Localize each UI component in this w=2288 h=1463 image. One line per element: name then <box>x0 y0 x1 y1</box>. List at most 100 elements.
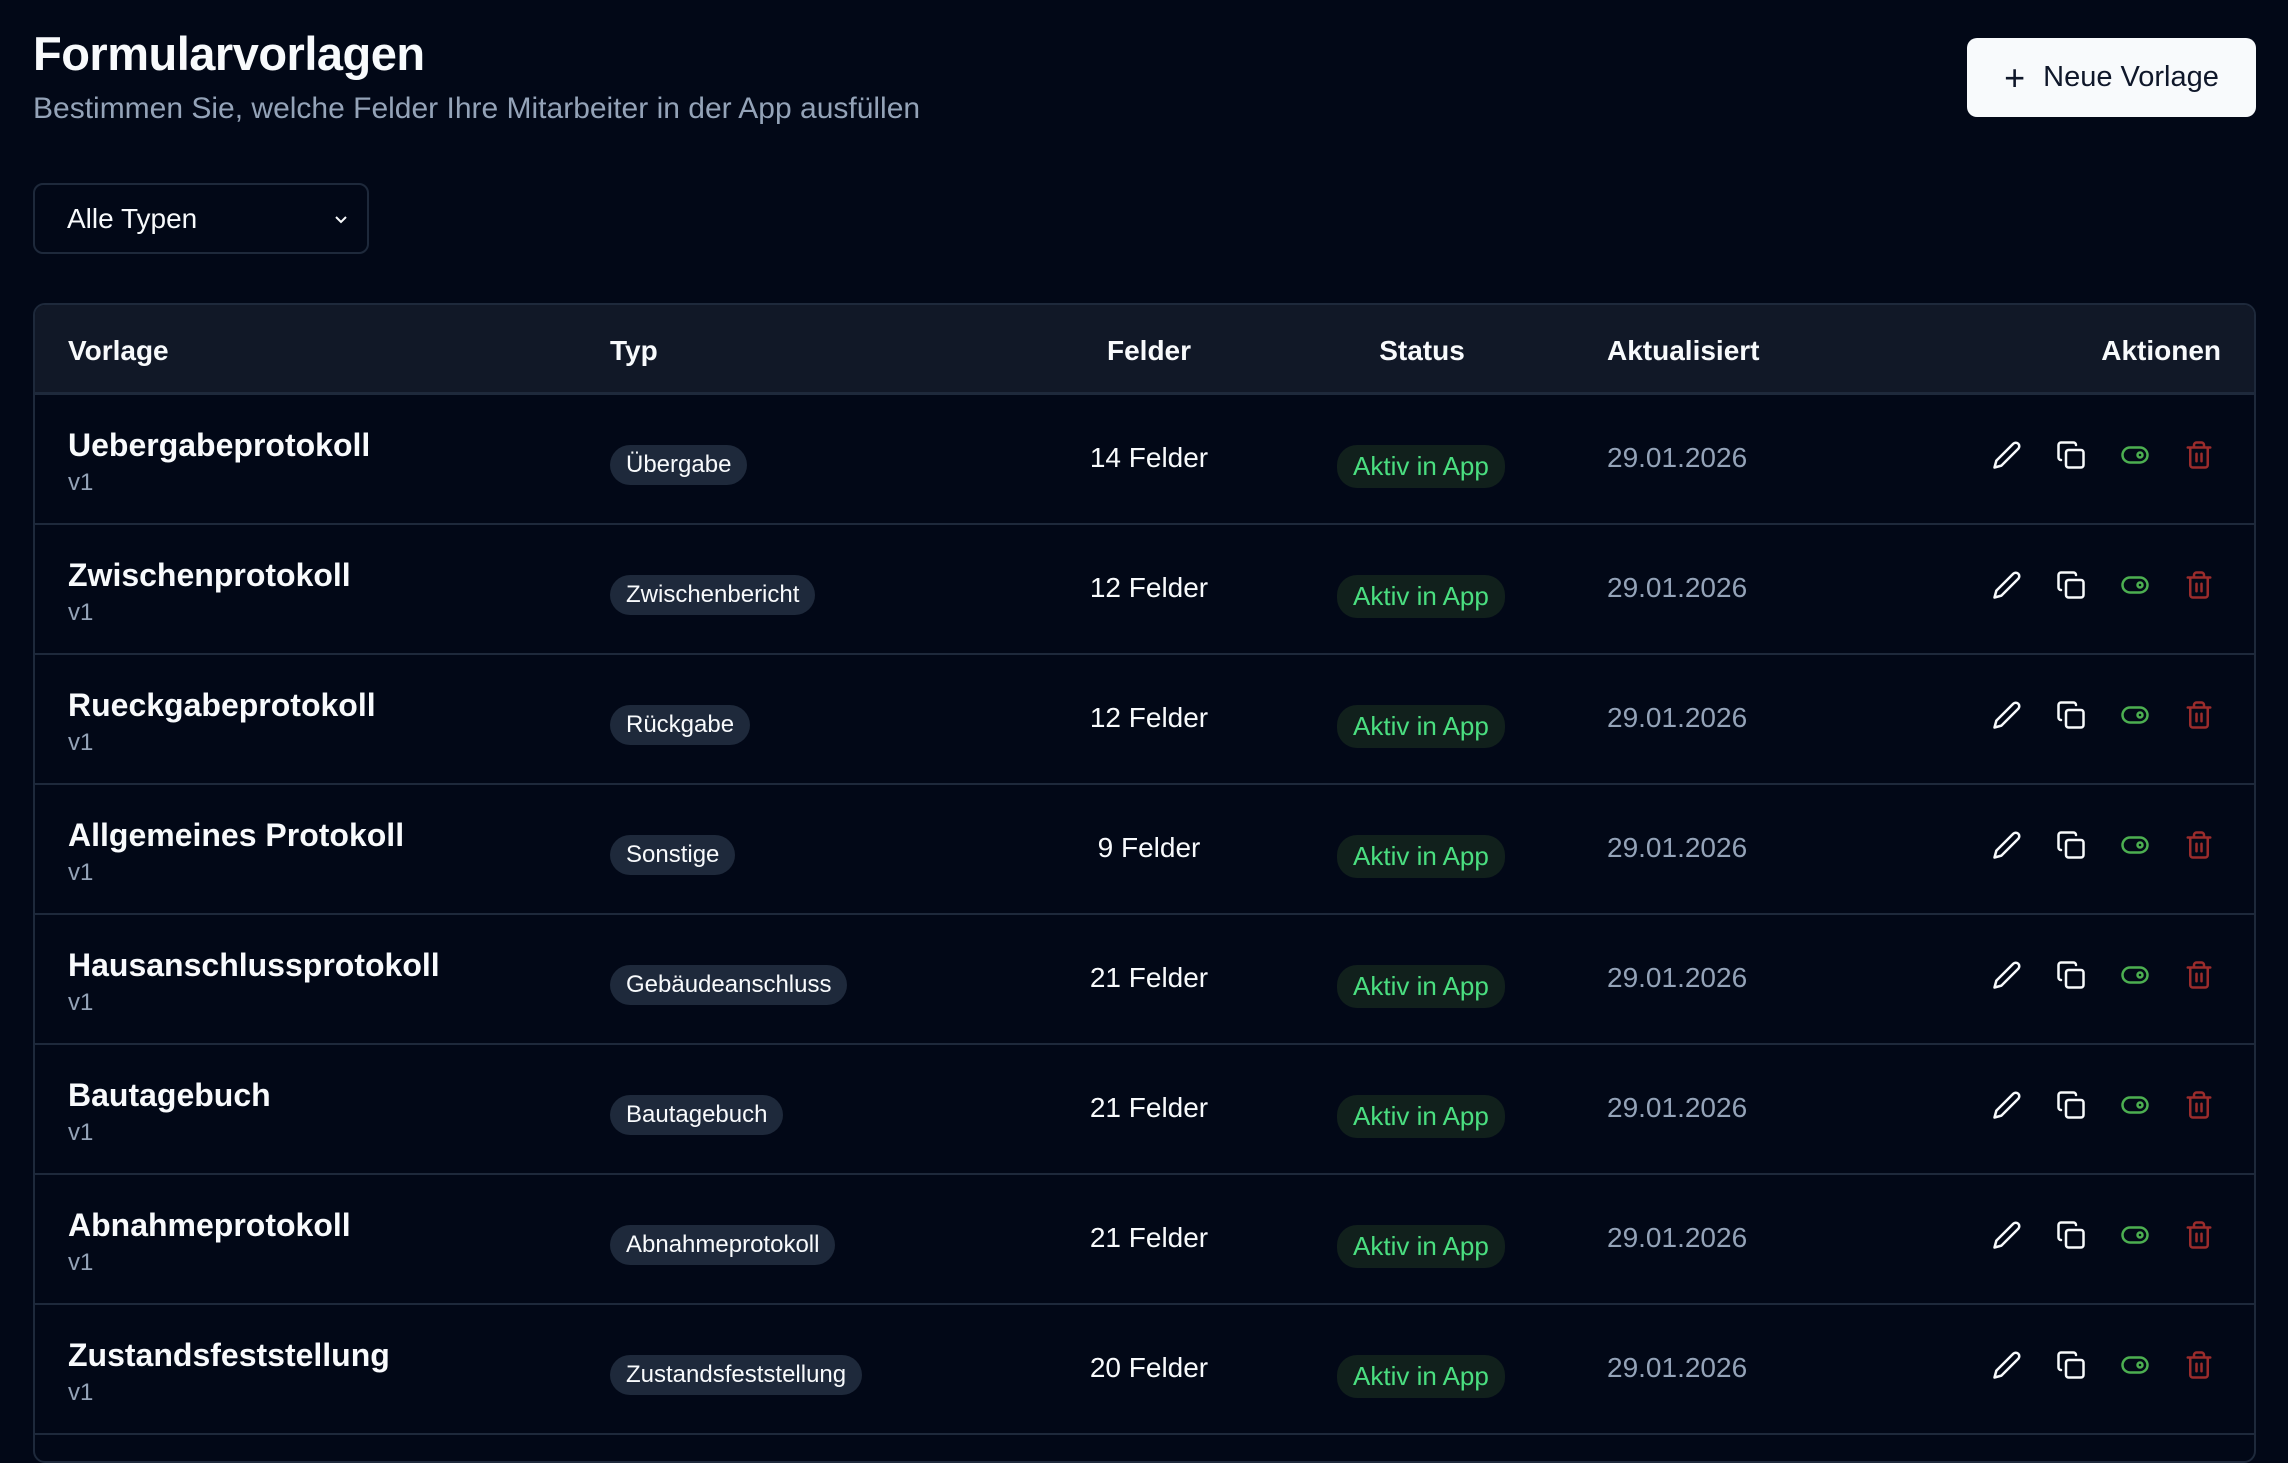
row-actions <box>1992 960 2214 990</box>
type-badge: Rückgabe <box>610 705 751 745</box>
trash-icon[interactable] <box>2184 960 2214 990</box>
trash-icon[interactable] <box>2184 830 2214 860</box>
new-template-label: Neue Vorlage <box>2043 61 2219 93</box>
updated-date: 29.01.2026 <box>1607 1222 1748 1253</box>
type-badge: Sonstige <box>610 835 736 875</box>
pencil-icon[interactable] <box>1992 570 2022 600</box>
toggle-icon[interactable] <box>2120 440 2150 470</box>
toggle-icon[interactable] <box>2120 1350 2150 1380</box>
copy-icon[interactable] <box>2056 440 2086 470</box>
pencil-icon[interactable] <box>1992 960 2022 990</box>
table-row: Rueckgabeprotokoll v1 Rückgabe 12 Felder… <box>35 655 2254 785</box>
type-badge: Zwischenbericht <box>610 575 816 615</box>
template-name[interactable]: Allgemeines Protokoll <box>68 817 405 853</box>
table-row: Uebergabeprotokoll v1 Übergabe 14 Felder… <box>35 395 2254 525</box>
column-header-aktualisiert: Aktualisiert <box>1607 335 1760 366</box>
copy-icon[interactable] <box>2056 1090 2086 1120</box>
template-name[interactable]: Hausanschlussprotokoll <box>68 947 440 983</box>
row-actions <box>1992 1220 2214 1250</box>
templates-table: Vorlage Typ Felder Status Aktualisiert A… <box>33 303 2256 1463</box>
status-badge: Aktiv in App <box>1337 965 1505 1008</box>
pencil-icon[interactable] <box>1992 830 2022 860</box>
trash-icon[interactable] <box>2184 440 2214 470</box>
column-header-felder: Felder <box>1106 335 1192 366</box>
trash-icon[interactable] <box>2184 1090 2214 1120</box>
table-row: Hausanschlussprotokoll v1 Gebäudeanschlu… <box>35 915 2254 1045</box>
template-name[interactable]: Bautagebuch <box>68 1077 271 1113</box>
copy-icon[interactable] <box>2056 1350 2086 1380</box>
template-version: v1 <box>68 989 94 1016</box>
field-count: 21 Felder <box>1089 1222 1209 1253</box>
field-count: 9 Felder <box>1097 832 1201 863</box>
updated-date: 29.01.2026 <box>1607 572 1748 603</box>
field-count: 14 Felder <box>1089 442 1209 473</box>
template-name[interactable]: Zustandsfeststellung <box>68 1337 390 1373</box>
template-name[interactable]: Zwischenprotokoll <box>68 557 351 593</box>
pencil-icon[interactable] <box>1992 1220 2022 1250</box>
copy-icon[interactable] <box>2056 700 2086 730</box>
updated-date: 29.01.2026 <box>1607 1092 1748 1123</box>
toggle-icon[interactable] <box>2120 960 2150 990</box>
row-actions <box>1992 700 2214 730</box>
toggle-icon[interactable] <box>2120 1090 2150 1120</box>
trash-icon[interactable] <box>2184 570 2214 600</box>
pencil-icon[interactable] <box>1992 440 2022 470</box>
table-row: Bautagebuch v1 Bautagebuch 21 Felder Akt… <box>35 1045 2254 1175</box>
copy-icon[interactable] <box>2056 570 2086 600</box>
trash-icon[interactable] <box>2184 1350 2214 1380</box>
column-header-status: Status <box>1379 335 1465 366</box>
field-count: 12 Felder <box>1089 572 1209 603</box>
field-count: 12 Felder <box>1089 702 1209 733</box>
table-row: Zwischenprotokoll v1 Zwischenbericht 12 … <box>35 525 2254 655</box>
copy-icon[interactable] <box>2056 960 2086 990</box>
column-header-aktionen: Aktionen <box>2101 335 2221 366</box>
updated-date: 29.01.2026 <box>1607 962 1748 993</box>
new-template-button[interactable]: + Neue Vorlage <box>1967 38 2256 117</box>
row-actions <box>1992 830 2214 860</box>
field-count: 21 Felder <box>1089 962 1209 993</box>
trash-icon[interactable] <box>2184 1220 2214 1250</box>
row-actions <box>1992 1350 2214 1380</box>
toggle-icon[interactable] <box>2120 700 2150 730</box>
toggle-icon[interactable] <box>2120 830 2150 860</box>
pencil-icon[interactable] <box>1992 1090 2022 1120</box>
status-badge: Aktiv in App <box>1337 445 1505 488</box>
status-badge: Aktiv in App <box>1337 1355 1505 1398</box>
row-actions <box>1992 440 2214 470</box>
toggle-icon[interactable] <box>2120 570 2150 600</box>
template-version: v1 <box>68 599 94 626</box>
template-version: v1 <box>68 859 94 886</box>
status-badge: Aktiv in App <box>1337 705 1505 748</box>
type-filter-select[interactable]: Alle Typen <box>33 183 369 254</box>
template-name[interactable]: Uebergabeprotokoll <box>68 427 371 463</box>
template-version: v1 <box>68 1119 94 1146</box>
trash-icon[interactable] <box>2184 700 2214 730</box>
table-row: Allgemeines Protokoll v1 Sonstige 9 Feld… <box>35 785 2254 915</box>
template-version: v1 <box>68 1379 94 1406</box>
field-count: 21 Felder <box>1089 1092 1209 1123</box>
copy-icon[interactable] <box>2056 830 2086 860</box>
updated-date: 29.01.2026 <box>1607 1352 1748 1383</box>
column-header-typ: Typ <box>610 335 658 366</box>
updated-date: 29.01.2026 <box>1607 832 1748 863</box>
template-name[interactable]: Abnahmeprotokoll <box>68 1207 351 1243</box>
table-row: Zustandsfeststellung v1 Zustandsfeststel… <box>35 1305 2254 1435</box>
row-actions <box>1992 570 2214 600</box>
copy-icon[interactable] <box>2056 1220 2086 1250</box>
template-version: v1 <box>68 1249 94 1276</box>
pencil-icon[interactable] <box>1992 1350 2022 1380</box>
table-header: Vorlage Typ Felder Status Aktualisiert A… <box>35 305 2254 395</box>
chevron-down-icon <box>335 215 347 223</box>
pencil-icon[interactable] <box>1992 700 2022 730</box>
table-row: Abnahmeprotokoll v1 Abnahmeprotokoll 21 … <box>35 1175 2254 1305</box>
template-version: v1 <box>68 469 94 496</box>
template-name[interactable]: Rueckgabeprotokoll <box>68 687 376 723</box>
type-badge: Zustandsfeststellung <box>610 1355 863 1395</box>
status-badge: Aktiv in App <box>1337 575 1505 618</box>
toggle-icon[interactable] <box>2120 1220 2150 1250</box>
status-badge: Aktiv in App <box>1337 1225 1505 1268</box>
updated-date: 29.01.2026 <box>1607 442 1748 473</box>
type-badge: Abnahmeprotokoll <box>610 1225 836 1265</box>
type-badge: Bautagebuch <box>610 1095 784 1135</box>
row-actions <box>1992 1090 2214 1120</box>
